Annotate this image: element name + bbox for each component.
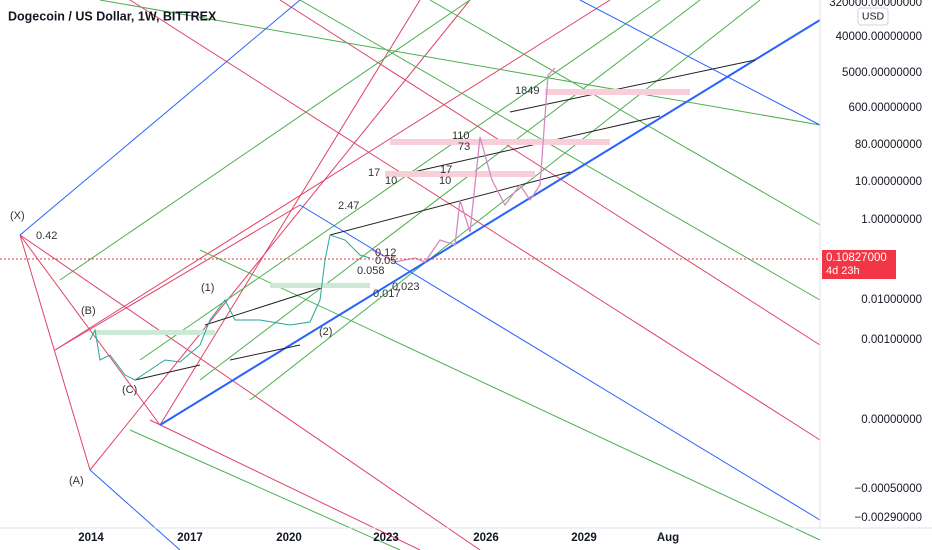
time-label: 2014 (78, 532, 104, 544)
price-label: 320000.00000000 (829, 0, 922, 9)
annotation: 0.017 (373, 288, 401, 300)
blue-lines (19, 0, 821, 550)
annotation: 0.42 (36, 230, 57, 242)
price-label: 40000.00000000 (836, 31, 922, 43)
time-label: 2029 (571, 532, 597, 544)
annotation: 2.47 (338, 200, 359, 212)
annotation: (C) (122, 384, 137, 396)
price-box (822, 250, 896, 279)
price-label: 5000.00000000 (842, 67, 922, 79)
red-lines (19, 0, 821, 550)
annotation: 110 (452, 130, 470, 142)
annotation: (X) (10, 210, 25, 222)
currency[interactable]: USD (862, 10, 885, 22)
annotation: 0.12 (375, 247, 396, 259)
annotation: 0.05 (375, 255, 396, 267)
price-label: 0.00000000 (861, 414, 922, 426)
annotation: (1) (201, 282, 214, 294)
price-label: 0.00100000 (861, 334, 922, 346)
drawings (0, 0, 821, 550)
annotation: 0.058 (357, 265, 385, 277)
price-label: −0.00290000 (855, 512, 922, 524)
price-label: 600.00000000 (848, 102, 922, 114)
time-label: 2026 (473, 532, 499, 544)
time-label: 2020 (276, 532, 302, 544)
time-label: 2017 (177, 532, 203, 544)
annotation: (B) (81, 305, 96, 317)
price-label: 0.01000000 (861, 294, 922, 306)
current-price: 0.10827000 (826, 252, 887, 264)
price-label: 1.00000000 (861, 214, 922, 226)
time-label: Aug (657, 532, 679, 544)
annotation: 73 (458, 141, 470, 153)
price-label: −0.00050000 (855, 483, 922, 495)
annotation: 17 (440, 164, 452, 176)
currency-badge[interactable] (857, 7, 889, 26)
price-label: 80.00000000 (855, 139, 922, 151)
time-label: 2023 (373, 532, 399, 544)
annotation: (2) (319, 326, 332, 338)
zones (95, 89, 690, 335)
annotation: 17 (368, 167, 380, 179)
green-lines (59, 0, 821, 550)
black-lines (134, 59, 756, 381)
annotation: 10 (439, 175, 451, 187)
annotation: 10 (385, 175, 397, 187)
chart-title: Dogecoin / US Dollar, 1W, BITTREX (8, 9, 217, 23)
annotation: 1849 (515, 85, 539, 97)
annotation: 0.023 (392, 281, 420, 293)
countdown: 4d 23h (826, 265, 860, 277)
price-label: 10.00000000 (855, 176, 922, 188)
annotation: (A) (69, 475, 84, 487)
